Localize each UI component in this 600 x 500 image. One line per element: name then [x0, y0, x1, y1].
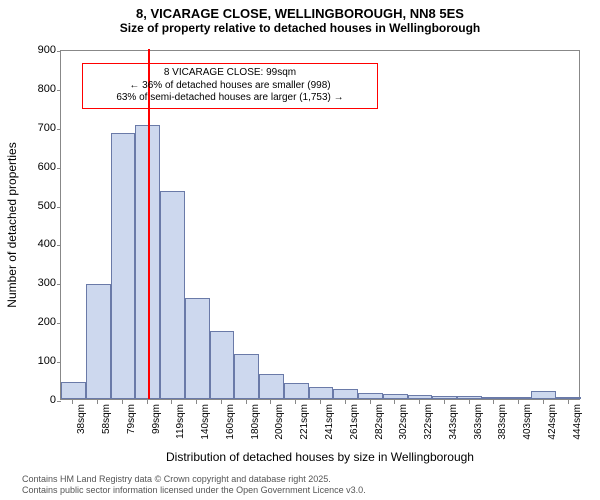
x-tick-label: 180sqm — [250, 404, 261, 440]
footer-line-2: Contains public sector information licen… — [22, 485, 366, 496]
histogram-bar — [234, 354, 259, 399]
histogram-bar — [185, 298, 210, 399]
annotation-box: 8 VICARAGE CLOSE: 99sqm← 36% of detached… — [82, 63, 378, 109]
histogram-bar — [160, 191, 185, 399]
x-tick-mark — [543, 400, 544, 404]
y-tick-label: 800 — [38, 83, 56, 95]
y-tick-mark — [57, 362, 61, 363]
chart-area: Number of detached properties 8 VICARAGE… — [60, 50, 580, 430]
x-tick-mark — [518, 400, 519, 404]
x-tick-label: 444sqm — [572, 404, 583, 440]
histogram-bar — [284, 383, 309, 399]
attribution-footer: Contains HM Land Registry data © Crown c… — [22, 474, 366, 496]
histogram-bar — [111, 133, 136, 399]
histogram-bar — [556, 397, 581, 399]
x-tick-mark — [568, 400, 569, 404]
chart-title-sub: Size of property relative to detached ho… — [0, 21, 600, 35]
annotation-line: ← 36% of detached houses are smaller (99… — [89, 80, 371, 93]
x-tick-label: 241sqm — [324, 404, 335, 440]
chart-title-block: 8, VICARAGE CLOSE, WELLINGBOROUGH, NN8 5… — [0, 0, 600, 35]
x-tick-mark — [221, 400, 222, 404]
histogram-bar — [408, 395, 433, 399]
x-tick-label: 160sqm — [225, 404, 236, 440]
y-tick-mark — [57, 401, 61, 402]
histogram-bar — [61, 382, 86, 400]
y-tick-mark — [57, 207, 61, 208]
x-tick-mark — [345, 400, 346, 404]
x-tick-label: 282sqm — [374, 404, 385, 440]
x-tick-mark — [394, 400, 395, 404]
x-tick-label: 302sqm — [398, 404, 409, 440]
annotation-line: 8 VICARAGE CLOSE: 99sqm — [89, 67, 371, 80]
histogram-bar — [86, 284, 111, 399]
y-tick-label: 0 — [50, 394, 56, 406]
x-tick-label: 140sqm — [200, 404, 211, 440]
x-tick-mark — [122, 400, 123, 404]
y-tick-mark — [57, 168, 61, 169]
x-tick-label: 343sqm — [448, 404, 459, 440]
histogram-bar — [358, 393, 383, 399]
x-tick-mark — [72, 400, 73, 404]
x-tick-label: 363sqm — [473, 404, 484, 440]
histogram-bar — [333, 389, 358, 399]
plot-area: 8 VICARAGE CLOSE: 99sqm← 36% of detached… — [60, 50, 580, 400]
histogram-bar — [531, 391, 556, 399]
histogram-bar — [309, 387, 334, 399]
x-tick-mark — [370, 400, 371, 404]
y-axis-label: Number of detached properties — [5, 142, 19, 307]
x-tick-mark — [469, 400, 470, 404]
annotation-line: 63% of semi-detached houses are larger (… — [89, 92, 371, 105]
y-tick-label: 500 — [38, 200, 56, 212]
histogram-bar — [210, 331, 235, 399]
x-tick-mark — [196, 400, 197, 404]
x-axis-label: Distribution of detached houses by size … — [60, 450, 580, 464]
y-tick-label: 400 — [38, 238, 56, 250]
x-tick-label: 383sqm — [497, 404, 508, 440]
y-tick-mark — [57, 51, 61, 52]
x-tick-label: 403sqm — [522, 404, 533, 440]
y-tick-label: 600 — [38, 161, 56, 173]
x-tick-mark — [97, 400, 98, 404]
histogram-bar — [432, 396, 457, 399]
x-tick-label: 58sqm — [101, 404, 112, 434]
x-tick-mark — [171, 400, 172, 404]
x-tick-label: 261sqm — [349, 404, 360, 440]
histogram-bar — [383, 394, 408, 399]
x-tick-mark — [295, 400, 296, 404]
x-tick-label: 119sqm — [175, 404, 186, 439]
footer-line-1: Contains HM Land Registry data © Crown c… — [22, 474, 366, 485]
x-tick-mark — [320, 400, 321, 404]
histogram-bar — [482, 397, 507, 399]
histogram-bar — [457, 396, 482, 399]
y-tick-mark — [57, 90, 61, 91]
x-tick-label: 221sqm — [299, 404, 310, 440]
x-tick-mark — [270, 400, 271, 404]
y-tick-mark — [57, 129, 61, 130]
y-tick-label: 300 — [38, 277, 56, 289]
x-tick-label: 322sqm — [423, 404, 434, 440]
y-tick-label: 200 — [38, 316, 56, 328]
x-tick-label: 38sqm — [76, 404, 87, 434]
x-tick-mark — [246, 400, 247, 404]
y-tick-mark — [57, 284, 61, 285]
x-tick-label: 424sqm — [547, 404, 558, 440]
x-tick-label: 99sqm — [151, 404, 162, 434]
x-tick-mark — [419, 400, 420, 404]
histogram-bar — [507, 397, 532, 399]
x-tick-mark — [493, 400, 494, 404]
y-tick-label: 900 — [38, 44, 56, 56]
x-tick-label: 200sqm — [274, 404, 285, 440]
y-tick-mark — [57, 245, 61, 246]
x-tick-mark — [147, 400, 148, 404]
y-tick-label: 700 — [38, 122, 56, 134]
histogram-bar — [259, 374, 284, 399]
y-tick-label: 100 — [38, 355, 56, 367]
x-tick-label: 79sqm — [126, 404, 137, 434]
x-tick-mark — [444, 400, 445, 404]
y-tick-mark — [57, 323, 61, 324]
chart-title-main: 8, VICARAGE CLOSE, WELLINGBOROUGH, NN8 5… — [0, 6, 600, 21]
